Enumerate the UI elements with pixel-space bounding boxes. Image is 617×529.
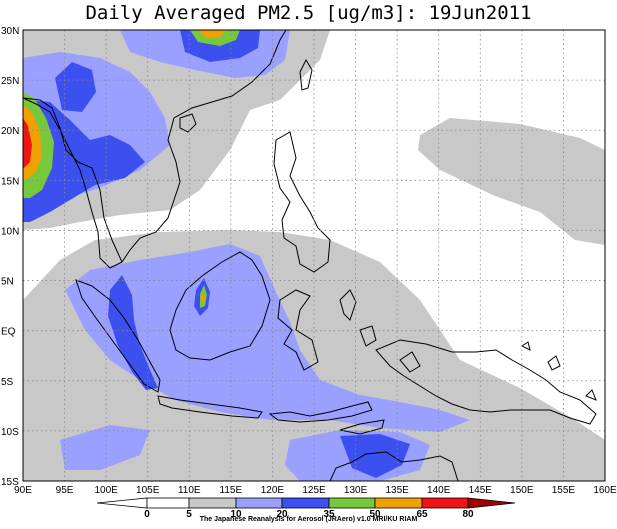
- y-tick-label: 10N: [1, 226, 19, 237]
- colorbar: 0 5 10 20 35 50 65 80: [96, 497, 516, 520]
- x-tick-label: 105E: [136, 485, 160, 496]
- y-tick-label: 10S: [1, 427, 19, 438]
- coastline-borneo: [169, 251, 271, 361]
- x-tick-label: 125E: [302, 485, 326, 496]
- x-tick-label: 120E: [261, 485, 285, 496]
- colorbar-segment: [188, 497, 237, 509]
- coastline-taiwan: [299, 58, 313, 91]
- plot-frame: [22, 29, 606, 482]
- coastline-java: [157, 395, 263, 419]
- colorbar-high-arrow: [467, 497, 516, 509]
- pm-field-red-west: [23, 118, 32, 168]
- pm-field-lightblue-borneo: [65, 244, 470, 432]
- colorbar-segment: [146, 497, 190, 509]
- pm-field-blue-north: [55, 62, 96, 112]
- coastline-timor: [339, 419, 385, 435]
- pm-field-grey-ne: [285, 30, 330, 80]
- coastline-maluku: [339, 289, 421, 373]
- coastlines: [23, 30, 597, 481]
- colorbar-tick-label: 80: [462, 509, 474, 520]
- pm-field-orange-borneo: [201, 292, 205, 304]
- y-tick-label: 15N: [1, 176, 19, 187]
- pm-field-blue-west: [23, 100, 145, 222]
- coastline-lesser-sunda: [268, 401, 373, 423]
- colorbar-tick-label: 5: [186, 509, 192, 520]
- colorbar-tick-label: 50: [369, 509, 381, 520]
- coastline-philippines: [273, 131, 331, 273]
- pm-field-orange-north: [198, 30, 226, 38]
- map-title: Daily Averaged PM2.5 [ug/m3]: 19Jun2011: [85, 2, 532, 24]
- x-tick-label: 150E: [510, 485, 534, 496]
- x-tick-label: 95E: [56, 485, 74, 496]
- x-tick-label: 100E: [94, 485, 118, 496]
- x-tick-label: 135E: [385, 485, 409, 496]
- y-tick-label: 30N: [1, 26, 19, 37]
- x-tick-label: 115E: [220, 485, 243, 496]
- y-tick-label: 20N: [1, 126, 19, 137]
- x-tick-label: 160E: [593, 485, 617, 496]
- colorbar-segment: [281, 497, 330, 509]
- colorbar-segment: [374, 497, 423, 509]
- colorbar-tick-label: 35: [323, 509, 335, 520]
- x-tick-label: 155E: [552, 485, 576, 496]
- x-tick-label: 130E: [344, 485, 368, 496]
- y-tick-label: 15S: [1, 477, 19, 488]
- colorbar-segment: [421, 497, 469, 509]
- colorbar-segment: [235, 497, 283, 509]
- y-tick-label: 25N: [1, 76, 19, 87]
- y-axis-ticks: 30N 25N 20N 15N 10N 5N EQ 5S 10S 15S: [1, 26, 19, 488]
- gridlines: [23, 30, 605, 481]
- credit-line: The Japanese Reanalysis for Aerosol (JRA…: [199, 516, 418, 523]
- colorbar-tick-label: 20: [276, 509, 288, 520]
- coastline-new-guinea: [375, 339, 597, 425]
- colorbar-tick-label: 65: [416, 509, 428, 520]
- y-tick-label: EQ: [1, 327, 16, 338]
- coastline-hainan: [179, 113, 197, 133]
- coastline-mainland: [23, 30, 287, 269]
- x-tick-label: 140E: [427, 485, 451, 496]
- x-tick-label: 145E: [469, 485, 493, 496]
- coastline-australia: [329, 451, 459, 481]
- y-tick-label: 5S: [1, 377, 14, 388]
- coastline-sulawesi: [277, 289, 319, 371]
- y-tick-label: 5N: [1, 277, 14, 288]
- colorbar-segment: [328, 497, 376, 509]
- colorbar-tick-label: 10: [230, 509, 242, 520]
- pm-field-lightblue-sw: [60, 425, 150, 470]
- colorbar-low-arrow: [96, 497, 148, 509]
- x-axis-ticks: 90E 95E 100E 105E 110E 115E 120E 125E 130E 135E 14…: [14, 485, 617, 496]
- pm-field-blue-timor: [340, 434, 410, 478]
- pm-field-grey-pacific: [418, 118, 605, 245]
- x-tick-label: 110E: [178, 485, 201, 496]
- coastline-sumatra: [75, 279, 161, 393]
- colorbar-tick-label: 0: [144, 509, 150, 520]
- coastline-pacific-islands: [521, 341, 597, 401]
- x-tick-label: 90E: [14, 485, 32, 496]
